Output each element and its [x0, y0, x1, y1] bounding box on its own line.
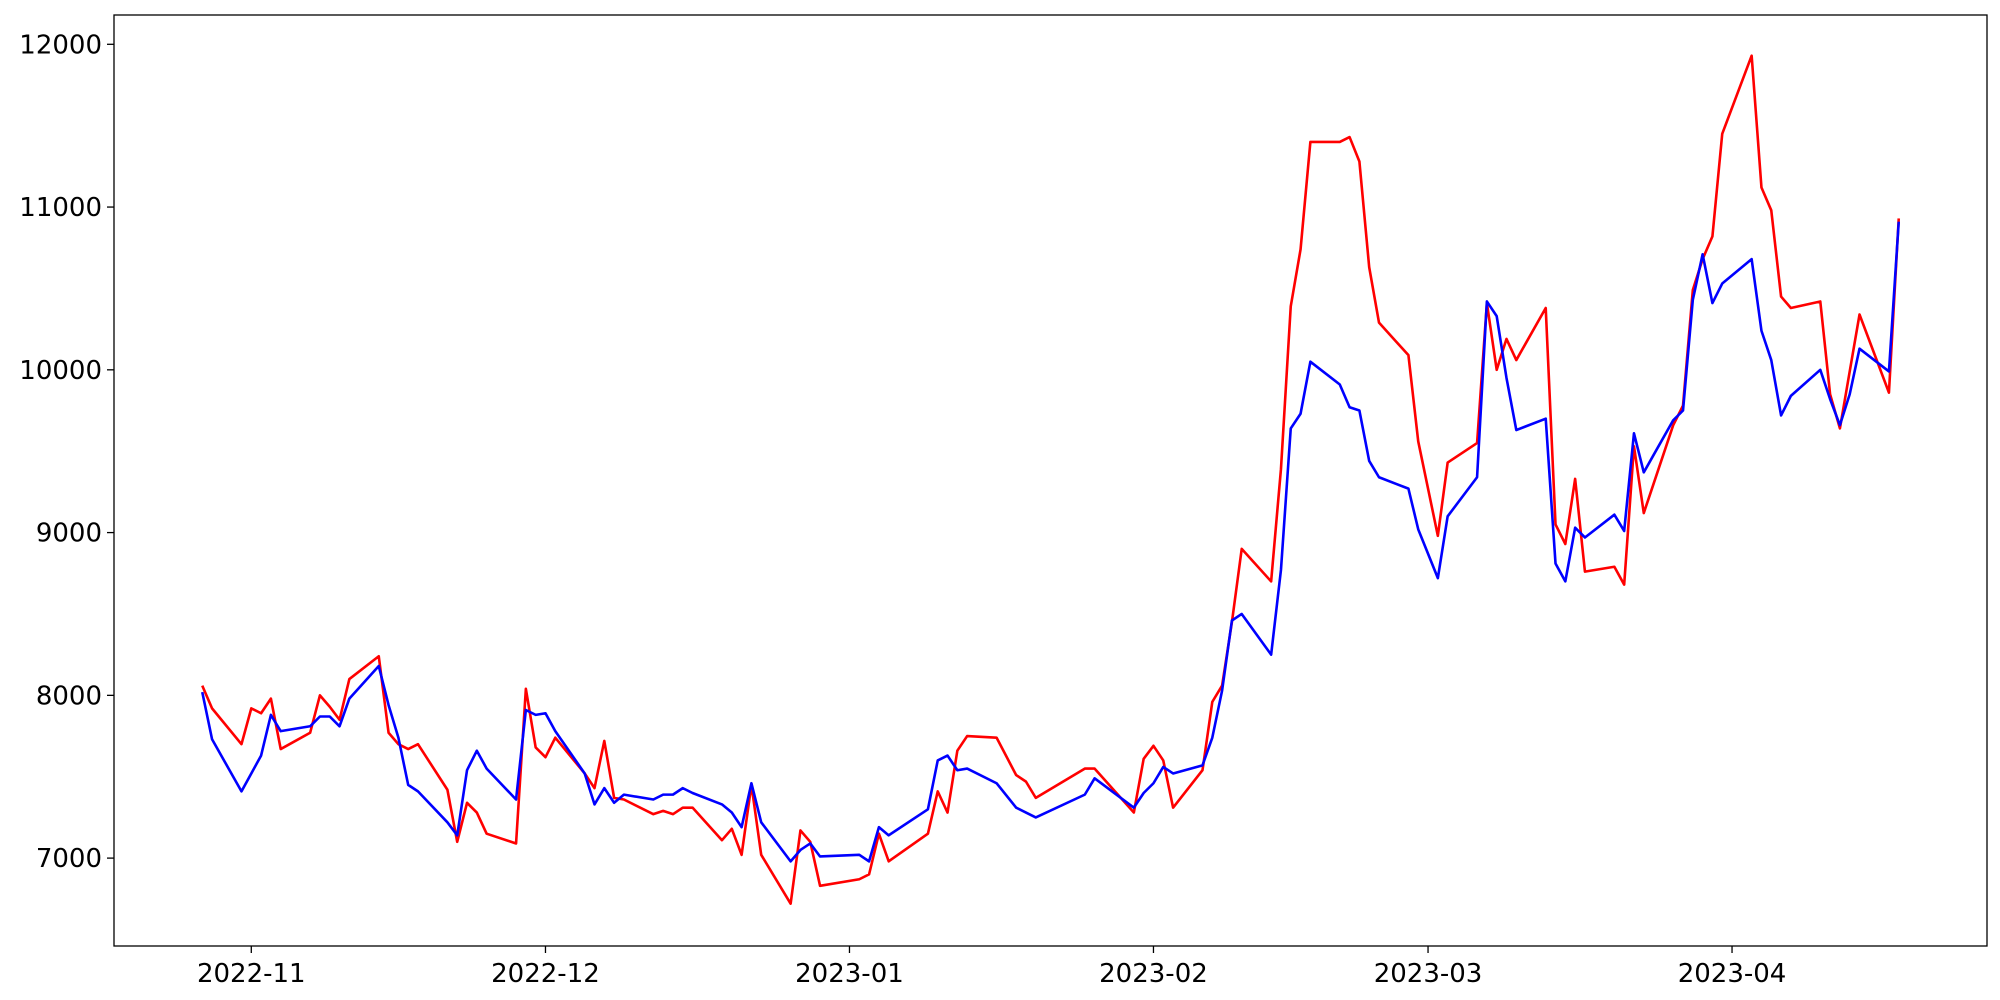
x-tick-label: 2022-12: [491, 959, 600, 989]
y-tick-label: 10000: [19, 356, 102, 386]
plot-frame: [113, 14, 1988, 947]
x-tick-label: 2023-01: [795, 959, 904, 989]
x-tick-label: 2022-11: [197, 959, 306, 989]
y-tick-label: 7000: [36, 844, 102, 874]
x-tick-label: 2023-03: [1374, 959, 1483, 989]
x-tick-label: 2023-02: [1099, 959, 1208, 989]
series-line: [200, 221, 1901, 863]
y-tick-label: 9000: [36, 519, 102, 549]
y-tick-label: 8000: [36, 681, 102, 711]
y-tick-label: 12000: [19, 30, 102, 60]
y-tick-label: 11000: [19, 193, 102, 223]
x-tick-label: 2023-04: [1678, 959, 1787, 989]
series-line: [201, 54, 1901, 905]
